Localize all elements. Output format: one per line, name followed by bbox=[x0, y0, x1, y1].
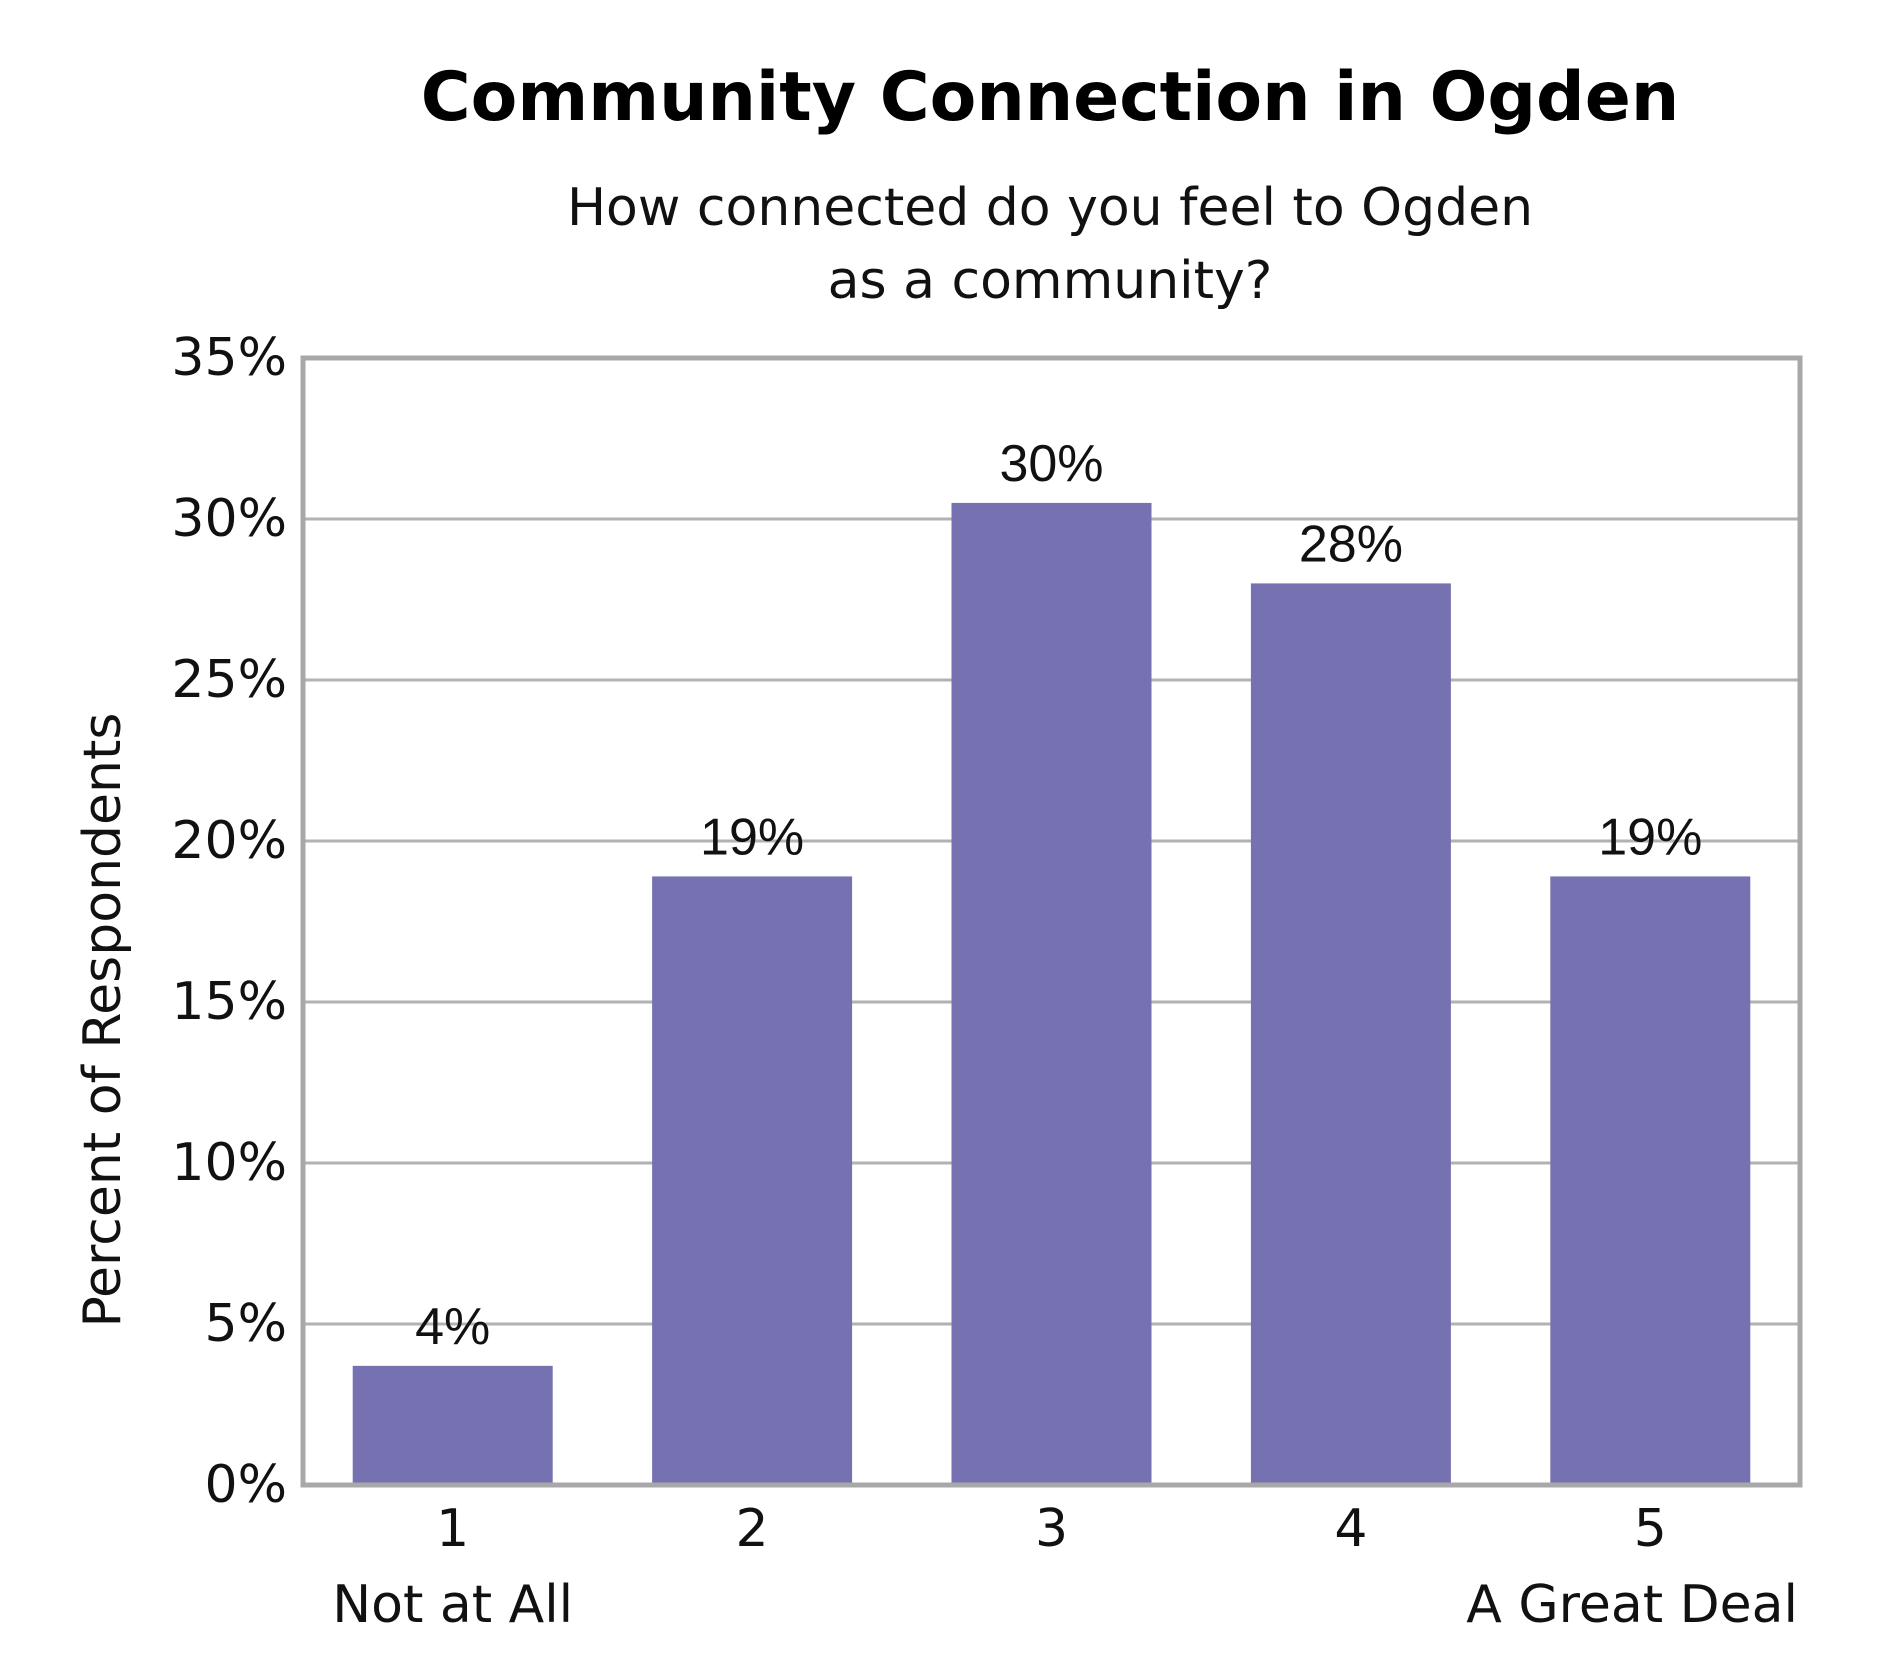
y-tick-label-10: 10% bbox=[171, 1133, 287, 1193]
x-tick-label-4: 4 bbox=[1334, 1499, 1367, 1559]
bar-1 bbox=[352, 1365, 553, 1485]
y-tick-label-35: 35% bbox=[171, 328, 287, 388]
bar-5 bbox=[1550, 876, 1751, 1485]
bar-2 bbox=[652, 876, 853, 1485]
y-tick-label-20: 20% bbox=[171, 811, 287, 871]
y-tick-label-25: 25% bbox=[171, 650, 287, 710]
bar-4 bbox=[1250, 583, 1451, 1485]
y-axis-title: Percent of Respondents bbox=[73, 713, 133, 1328]
data-label-2: 19% bbox=[700, 808, 804, 866]
chart-title: Community Connection in Ogden bbox=[421, 58, 1680, 137]
x-axis-ticks: 1 Not at All 2 3 4 5 A Great Deal bbox=[332, 1499, 1798, 1635]
data-label-5: 19% bbox=[1598, 808, 1702, 866]
data-label-1: 4% bbox=[415, 1298, 490, 1356]
y-axis-ticks: 0% 5% 10% 15% 20% 25% 30% 35% bbox=[171, 328, 287, 1515]
x-tick-label-1: 1 bbox=[436, 1499, 469, 1559]
y-tick-label-15: 15% bbox=[171, 972, 287, 1032]
y-tick-label-5: 5% bbox=[205, 1294, 288, 1354]
chart-subtitle-line-1: How connected do you feel to Ogden bbox=[567, 178, 1533, 238]
x-tick-label-3: 3 bbox=[1035, 1499, 1068, 1559]
data-label-3: 30% bbox=[999, 435, 1103, 493]
x-tick-sublabel-1: Not at All bbox=[332, 1575, 573, 1635]
plot-border bbox=[300, 355, 1803, 1488]
plot-frame bbox=[300, 355, 1803, 1488]
x-tick-sublabel-5: A Great Deal bbox=[1466, 1575, 1798, 1635]
y-tick-label-30: 30% bbox=[171, 489, 287, 549]
chart-subtitle-line-2: as a community? bbox=[828, 251, 1273, 311]
data-labels: 4% 19% 30% 28% 19% bbox=[415, 435, 1702, 1356]
bar-3 bbox=[951, 502, 1152, 1485]
data-label-4: 28% bbox=[1299, 515, 1403, 573]
bars bbox=[352, 502, 1751, 1485]
x-tick-label-5: 5 bbox=[1634, 1499, 1667, 1559]
x-tick-label-2: 2 bbox=[736, 1499, 769, 1559]
y-tick-label-0: 0% bbox=[205, 1455, 288, 1515]
